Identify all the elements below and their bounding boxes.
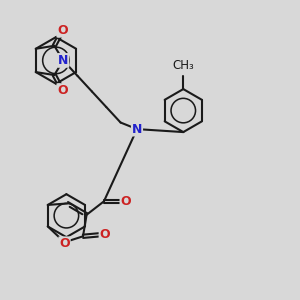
Text: N: N <box>132 123 142 136</box>
Text: O: O <box>100 228 110 241</box>
Text: CH₃: CH₃ <box>172 59 194 72</box>
Text: O: O <box>57 24 68 37</box>
Text: O: O <box>57 84 68 97</box>
Text: N: N <box>58 54 68 67</box>
Text: O: O <box>59 237 70 250</box>
Text: O: O <box>120 195 131 208</box>
